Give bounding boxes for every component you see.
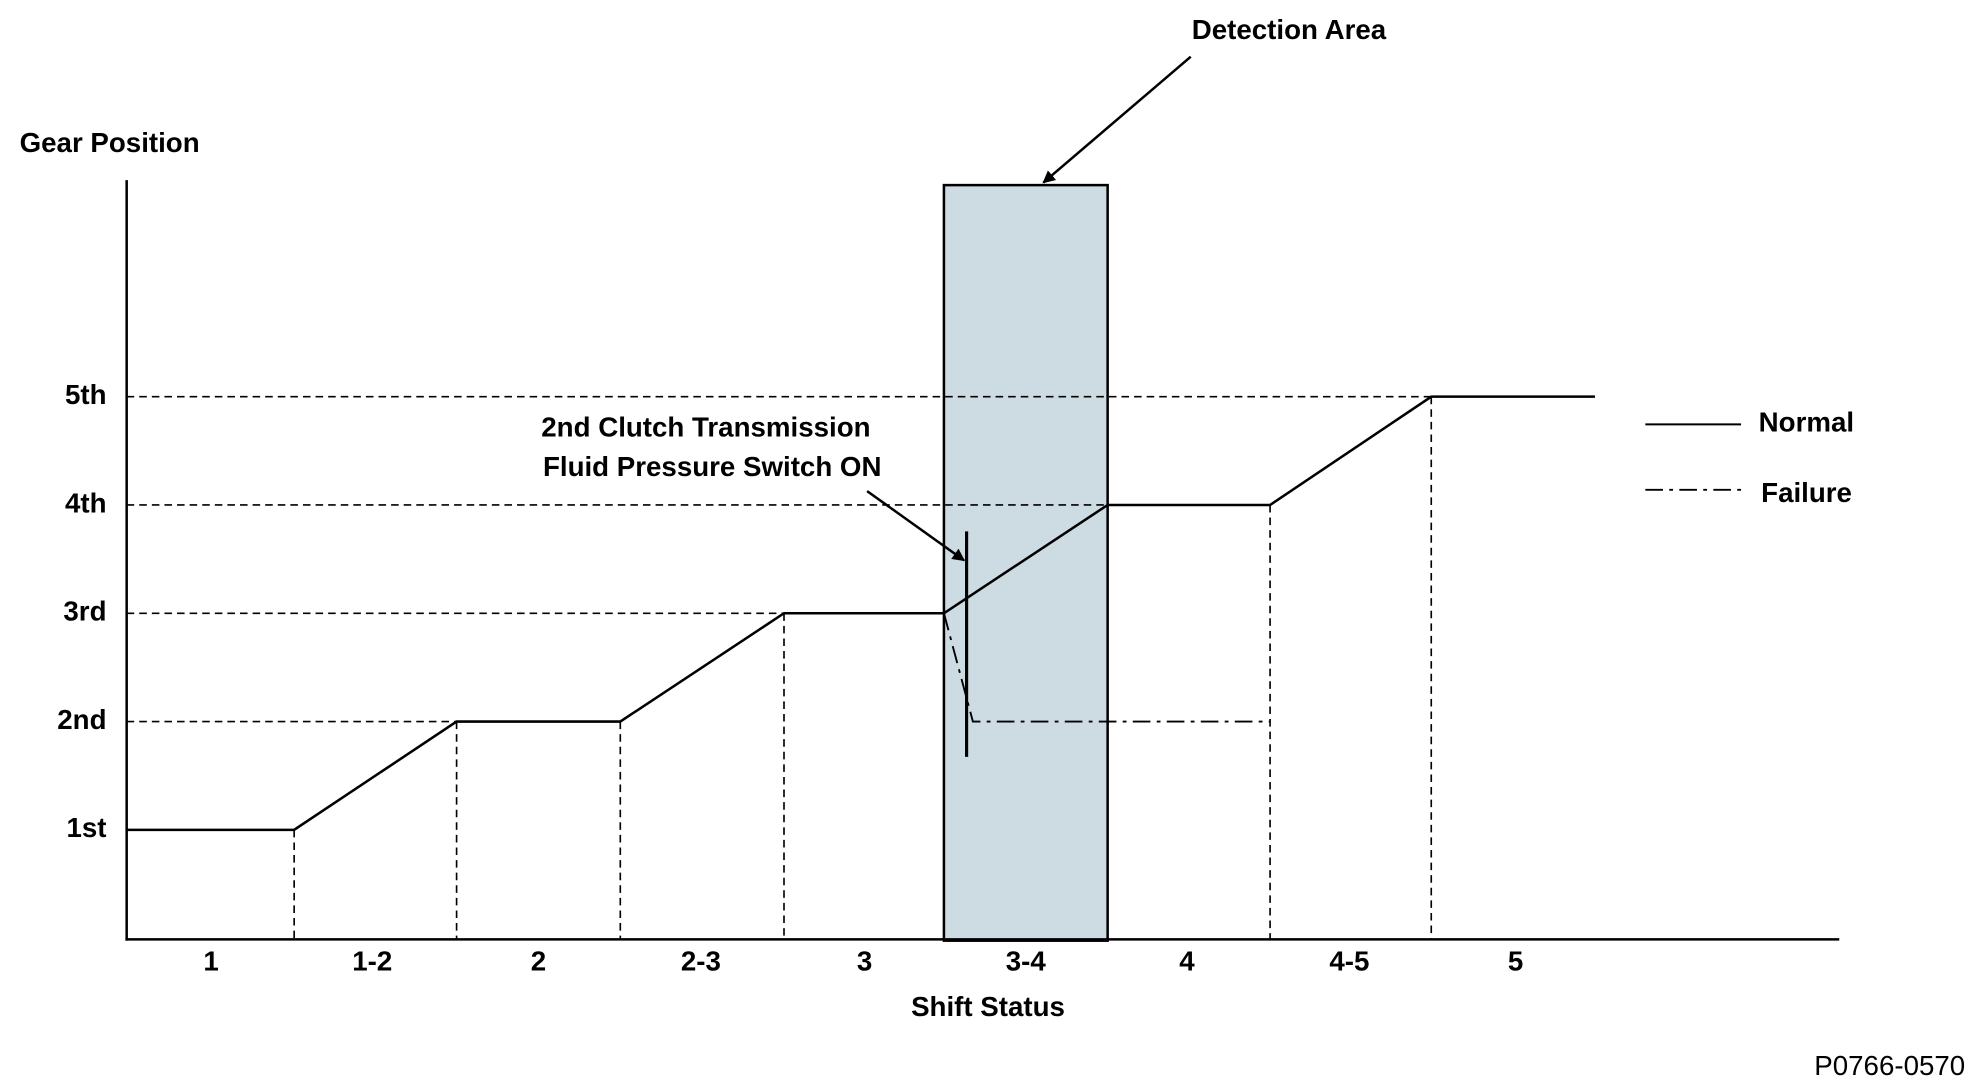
failure-line xyxy=(943,613,1271,723)
y-label: 4th xyxy=(65,487,107,518)
x-label: 2 xyxy=(531,946,546,977)
x-axis-title: Shift Status xyxy=(911,991,1065,1022)
y-label: 2nd xyxy=(57,704,106,735)
x-label: 5 xyxy=(1508,946,1523,977)
annotation: 2nd Clutch Transmission xyxy=(541,412,870,443)
y-label: 5th xyxy=(65,379,107,410)
legend-label: Failure xyxy=(1761,477,1852,508)
y-label: 1st xyxy=(66,812,106,843)
legend-label: Normal xyxy=(1759,407,1854,438)
normal-line xyxy=(126,395,1595,832)
x-label: 1 xyxy=(203,946,218,977)
x-label: 3 xyxy=(857,946,872,977)
detection-area xyxy=(942,183,1109,942)
y-label: 3rd xyxy=(63,596,106,627)
detection-arrow xyxy=(1042,55,1192,184)
y-axis-title: Gear Position xyxy=(20,127,200,158)
figure-id: P0766-0570 xyxy=(1814,1050,1965,1081)
x-label: 4-5 xyxy=(1329,946,1369,977)
annotation: Detection Area xyxy=(1192,14,1387,45)
x-label: 2-3 xyxy=(681,946,721,977)
x-label: 3-4 xyxy=(1006,946,1047,977)
annotation: Fluid Pressure Switch ON xyxy=(543,451,881,482)
switch-arrow xyxy=(866,490,966,562)
x-label: 1-2 xyxy=(352,946,392,977)
x-label: 4 xyxy=(1179,946,1195,977)
